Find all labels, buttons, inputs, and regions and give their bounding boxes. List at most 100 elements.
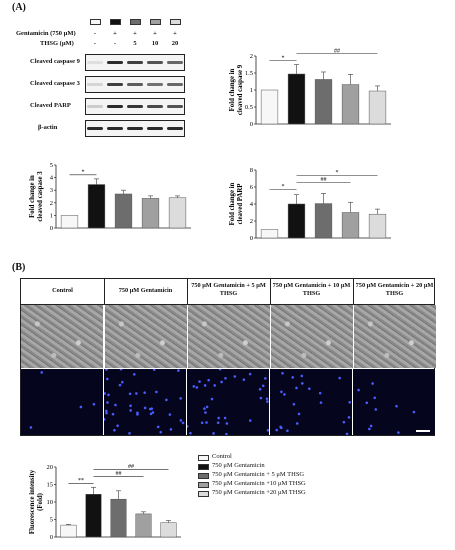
fluorescence-image: [21, 369, 103, 435]
bar: [85, 494, 102, 538]
blot-band: [167, 105, 183, 108]
legend-label: Control: [212, 453, 232, 460]
treatment-value: 20: [171, 40, 179, 47]
column-header: Control: [52, 287, 73, 294]
parp-bar-chart: 0 2 4 6 8 * ## * Fold change incleaved PARP: [229, 167, 391, 242]
column-divider: [353, 279, 354, 305]
blot-band: [107, 105, 123, 108]
y-tick-label: 5: [50, 517, 53, 524]
legend-label: 750 μM Gentamicin + 5 μM THSG: [212, 471, 305, 478]
legend-swatch: [198, 473, 209, 479]
bar: [260, 229, 279, 239]
fluorescence-image: [353, 369, 435, 435]
legend-swatch: [198, 455, 209, 461]
treatment-value: +: [173, 30, 177, 37]
significance-label: ##: [321, 177, 327, 183]
y-tick-label: 0: [250, 235, 253, 242]
column-divider: [104, 279, 105, 305]
bar: [60, 524, 77, 538]
blot-band: [87, 127, 103, 130]
column-header: 750 μM Gentamicin + 5 μM THSG: [191, 282, 266, 297]
y-tick-label: 2: [50, 200, 53, 207]
blot-band: [127, 83, 143, 86]
bar: [168, 197, 187, 229]
bar: [160, 522, 177, 538]
blot-label: β-actin: [38, 124, 58, 131]
bar: [114, 193, 133, 229]
y-tick-label: 1: [50, 212, 53, 219]
bar: [287, 73, 306, 125]
lane-swatch: [150, 19, 161, 25]
y-tick-label: 0: [50, 534, 53, 541]
fluorescence-bar-chart: 0 5 10 15 20 ** ## ## Fluorescence intensity(Fol…: [29, 464, 181, 541]
bar: [260, 89, 279, 125]
bar: [110, 498, 127, 538]
treatment-value: -: [113, 40, 117, 47]
blot-band: [87, 105, 103, 108]
bar: [368, 90, 387, 125]
bar: [87, 184, 106, 229]
bar: [60, 215, 79, 229]
significance-label: ##: [116, 471, 122, 477]
y-tick-label: 0: [50, 225, 53, 232]
bar: [341, 212, 360, 239]
y-tick-label: 4: [250, 201, 254, 208]
significance-label: ##: [334, 48, 340, 54]
caspase3-bar-chart: 0 1 2 3 4 5 * Fold change incleaved caspase 3: [29, 162, 191, 232]
treatment-value: 10: [151, 40, 159, 47]
fluorescence-image: [187, 369, 269, 435]
legend-swatch: [198, 482, 209, 488]
bar: [141, 198, 160, 229]
column-header: 750 μM Gentamicin + 20 μM THSG: [355, 282, 434, 297]
y-tick-label: 5: [50, 162, 53, 169]
treatment-label-gentamicin: Gentamicin (750 μM): [16, 30, 76, 37]
legend-label: 750 μM Gentamicin: [212, 462, 265, 469]
legend-swatch: [198, 491, 209, 497]
blot-band: [107, 83, 123, 86]
bar: [135, 513, 152, 538]
blot-band: [167, 61, 183, 64]
phase-contrast-image: [104, 305, 187, 368]
blot-band: [147, 61, 163, 64]
blot-band: [87, 83, 103, 86]
blot-band: [127, 105, 143, 108]
significance-label: *: [282, 55, 285, 61]
bar: [287, 203, 306, 239]
fluorescence-image: [104, 369, 186, 435]
panel-b-label: (B): [12, 262, 26, 273]
blot-band: [87, 61, 103, 64]
y-tick-label: 20: [47, 464, 54, 471]
bar: [314, 79, 333, 125]
bar: [314, 203, 333, 239]
lane-swatch: [130, 19, 141, 25]
y-tick-label: 2: [250, 53, 253, 60]
blot-label: Cleaved PARP: [30, 102, 71, 109]
lane-swatch: [110, 19, 121, 25]
significance-label: *: [82, 170, 85, 176]
column-divider: [270, 279, 271, 305]
caspase9-bar-chart: 0 0.5 1 1.5 2 * ## Fold change incleaved caspas…: [229, 48, 391, 128]
phase-contrast-image: [353, 305, 436, 368]
y-axis-title: Fluorescence intensity(Fold): [29, 469, 44, 534]
treatment-label-thsg: THSG (μM): [40, 40, 74, 47]
treatment-value: -: [93, 30, 97, 37]
treatment-value: -: [93, 40, 97, 47]
scale-bar: [416, 430, 430, 432]
y-tick-label: 3: [50, 187, 53, 194]
blot-band: [107, 61, 123, 64]
y-axis-title: Fold change incleaved PARP: [229, 182, 244, 225]
blot-band: [107, 127, 123, 130]
y-tick-label: 10: [47, 499, 54, 506]
y-tick-label: 1.5: [245, 70, 253, 77]
fluorescence-image: [270, 369, 352, 435]
y-tick-label: 0.5: [245, 104, 253, 111]
treatment-value: 5: [133, 40, 137, 47]
column-header: 750 μM Gentamicin + 10 μM THSG: [272, 282, 351, 297]
y-tick-label: 2: [250, 218, 253, 225]
column-divider: [187, 279, 188, 305]
blot-band: [127, 127, 143, 130]
treatment-value: +: [113, 30, 117, 37]
significance-label: **: [78, 478, 84, 484]
bar: [341, 84, 360, 125]
bar: [368, 213, 387, 239]
